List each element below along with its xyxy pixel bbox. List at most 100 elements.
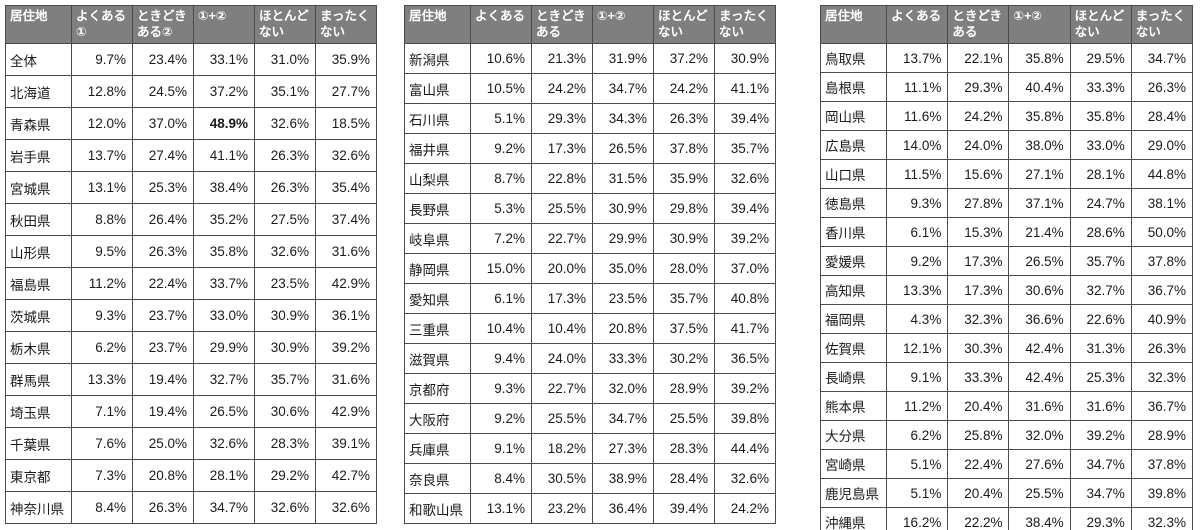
value-cell: 21.4%: [1008, 217, 1071, 247]
value-cell: 25.5%: [653, 403, 715, 434]
value-cell: 50.0%: [1130, 217, 1194, 247]
value-cell: 33.3%: [1069, 72, 1132, 102]
value-cell: 37.8%: [1130, 246, 1194, 276]
value-cell: 33.3%: [947, 362, 1010, 392]
table-row: 新潟県 10.6% 21.3% 31.9% 37.2% 30.9%: [404, 43, 776, 74]
value-cell: 11.1%: [886, 72, 949, 102]
area-name-cell: 宮崎県: [819, 449, 888, 479]
value-cell: 26.3%: [132, 491, 194, 524]
value-cell: 28.1%: [193, 459, 255, 492]
area-name-cell: 福井県: [404, 133, 471, 164]
value-cell: 37.8%: [653, 133, 715, 164]
value-cell: 31.6%: [1008, 391, 1071, 421]
value-cell: 23.5%: [254, 267, 316, 300]
value-cell: 20.0%: [531, 253, 593, 284]
value-cell: 39.2%: [315, 331, 377, 364]
table-row: 岡山県 11.6% 24.2% 35.8% 35.8% 28.4%: [819, 101, 1194, 131]
table-row: 長野県 5.3% 25.5% 30.9% 29.8% 39.4%: [404, 193, 776, 224]
value-cell: 33.3%: [592, 343, 654, 374]
value-cell: 30.9%: [714, 43, 776, 74]
value-cell: 25.5%: [531, 193, 593, 224]
value-cell: 11.2%: [886, 391, 949, 421]
table-row: 群馬県 13.3% 19.4% 32.7% 35.7% 31.6%: [5, 363, 377, 396]
value-cell: 9.2%: [470, 133, 532, 164]
value-cell: 24.0%: [531, 343, 593, 374]
value-cell: 25.3%: [1069, 362, 1132, 392]
column-header: ①+②: [592, 5, 654, 44]
value-cell: 12.8%: [71, 75, 133, 108]
column-header: ほとんどない: [1069, 5, 1132, 44]
value-cell: 36.1%: [315, 299, 377, 332]
value-cell: 30.9%: [653, 223, 715, 254]
value-cell: 29.0%: [1130, 130, 1194, 160]
value-cell: 24.2%: [714, 493, 776, 524]
value-cell: 41.1%: [714, 73, 776, 104]
value-cell: 7.6%: [71, 427, 133, 460]
value-cell: 39.1%: [315, 427, 377, 460]
column-header: ①+②: [193, 5, 255, 44]
value-cell: 39.4%: [714, 193, 776, 224]
value-cell: 10.4%: [470, 313, 532, 344]
value-cell: 33.1%: [193, 43, 255, 76]
value-cell: 17.3%: [947, 275, 1010, 305]
value-cell: 29.9%: [592, 223, 654, 254]
value-cell: 35.4%: [315, 171, 377, 204]
value-cell: 6.2%: [886, 420, 949, 450]
table-row: 京都府 9.3% 22.7% 32.0% 28.9% 39.2%: [404, 373, 776, 404]
value-cell: 26.5%: [1008, 246, 1071, 276]
value-cell: 33.0%: [193, 299, 255, 332]
value-cell: 13.1%: [470, 493, 532, 524]
value-cell: 22.7%: [531, 373, 593, 404]
table-row: 岐阜県 7.2% 22.7% 29.9% 30.9% 39.2%: [404, 223, 776, 254]
value-cell: 32.0%: [592, 373, 654, 404]
table-row: 岩手県 13.7% 27.4% 41.1% 26.3% 32.6%: [5, 139, 377, 172]
value-cell: 15.6%: [947, 159, 1010, 189]
column-header: ときどきある: [947, 5, 1010, 44]
value-cell: 29.5%: [1069, 43, 1132, 73]
table-row: 熊本県 11.2% 20.4% 31.6% 31.6% 36.7%: [819, 391, 1194, 421]
value-cell: 11.6%: [886, 101, 949, 131]
table-row: 山梨県 8.7% 22.8% 31.5% 35.9% 32.6%: [404, 163, 776, 194]
value-cell: 5.1%: [470, 103, 532, 134]
value-cell: 9.2%: [470, 403, 532, 434]
value-cell: 6.1%: [886, 217, 949, 247]
value-cell: 25.8%: [947, 420, 1010, 450]
value-cell: 37.5%: [653, 313, 715, 344]
value-cell: 29.8%: [653, 193, 715, 224]
value-cell: 13.7%: [886, 43, 949, 73]
prefecture-table-east-japan: 居住地 よくある① ときどきある② ①+② ほとんどない まったくない 全体 9.7% 23.4…: [5, 5, 377, 524]
column-header: 居住地: [5, 5, 72, 44]
table-row: 山口県 11.5% 15.6% 27.1% 28.1% 44.8%: [819, 159, 1194, 189]
table-row: 静岡県 15.0% 20.0% 35.0% 28.0% 37.0%: [404, 253, 776, 284]
value-cell: 15.3%: [947, 217, 1010, 247]
value-cell: 33.0%: [1069, 130, 1132, 160]
value-cell: 28.4%: [1130, 101, 1194, 131]
table-row: 青森県 12.0% 37.0% 48.9% 32.6% 18.5%: [5, 107, 377, 140]
value-cell: 8.8%: [71, 203, 133, 236]
table-row: 沖縄県 16.2% 22.2% 38.4% 29.3% 32.3%: [819, 507, 1194, 530]
area-name-cell: 大阪府: [404, 403, 471, 434]
value-cell: 30.2%: [653, 343, 715, 374]
value-cell: 27.6%: [1008, 449, 1071, 479]
value-cell: 35.8%: [1008, 101, 1071, 131]
value-cell: 23.2%: [531, 493, 593, 524]
value-cell: 32.0%: [1008, 420, 1071, 450]
value-cell: 22.4%: [132, 267, 194, 300]
value-cell: 12.0%: [71, 107, 133, 140]
value-cell: 27.5%: [254, 203, 316, 236]
column-header: ①+②: [1008, 5, 1071, 44]
prefecture-table-west-japan: 居住地 よくある ときどきある ①+② ほとんどない まったくない 鳥取県 13.7% 22.1…: [819, 5, 1194, 530]
column-header: ときどきある②: [132, 5, 194, 44]
value-cell: 13.3%: [886, 275, 949, 305]
value-cell: 7.3%: [71, 459, 133, 492]
table-header-row: 居住地 よくある① ときどきある② ①+② ほとんどない まったくない: [5, 5, 377, 44]
area-name-cell: 山形県: [5, 235, 72, 268]
value-cell: 35.9%: [315, 43, 377, 76]
value-cell: 24.0%: [947, 130, 1010, 160]
area-name-cell: 東京都: [5, 459, 72, 492]
value-cell: 21.3%: [531, 43, 593, 74]
value-cell: 14.0%: [886, 130, 949, 160]
table-row: 広島県 14.0% 24.0% 38.0% 33.0% 29.0%: [819, 130, 1194, 160]
area-name-cell: 宮城県: [5, 171, 72, 204]
value-cell: 42.7%: [315, 459, 377, 492]
